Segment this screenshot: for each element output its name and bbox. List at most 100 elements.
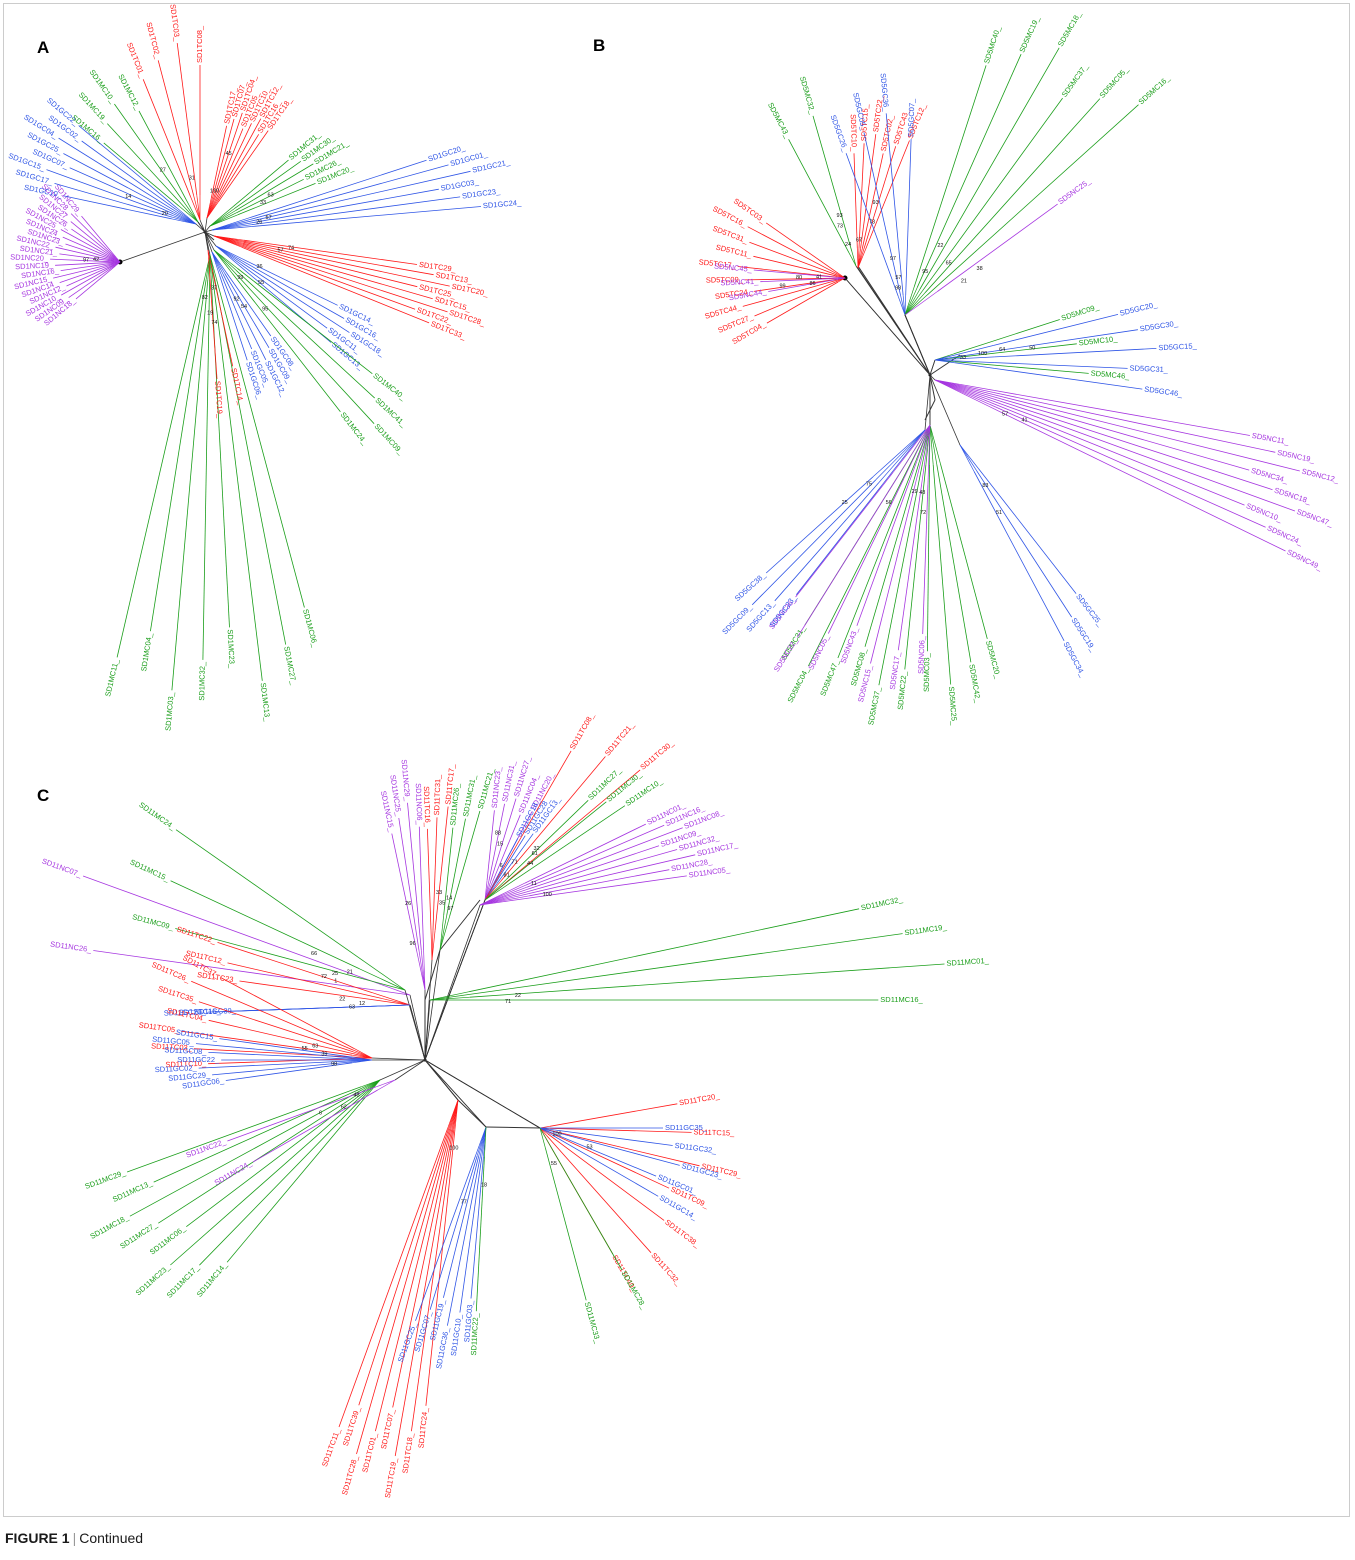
- panel-a-tip-label: SD1MC23_: [226, 629, 237, 669]
- panel-b-inner-branch: [934, 379, 993, 399]
- panel-c-tip-label: SD11MC18_: [89, 1212, 131, 1241]
- panel-c-tip-label: SD11MC13_: [111, 1178, 154, 1204]
- panel-c-trunk-branch: [439, 899, 481, 951]
- panel-c-tip-label: SD11NC26_: [50, 939, 93, 954]
- panel-b-inner-branch: [851, 251, 857, 267]
- panel-b-tip-branch: [795, 472, 894, 598]
- panel-c-bootstrap-value: 63: [349, 1004, 355, 1010]
- panel-b-tip-branch: [989, 404, 1266, 528]
- panel-c-bootstrap-value: 35: [439, 900, 445, 906]
- panel-a-inner-branch: [213, 249, 237, 271]
- panel-c-bootstrap-value: 22: [339, 997, 345, 1003]
- panel-b-bootstrap-value: 75: [866, 482, 872, 488]
- panel-c-tip-branch: [529, 869, 670, 897]
- panel-b-inner-branch: [934, 379, 990, 407]
- panel-c-tip-label: SD11GC03_: [462, 1299, 475, 1342]
- panel-c-clade-stem: [424, 904, 481, 1061]
- panel-a-bootstrap-value: 27: [160, 167, 166, 173]
- panel-b-tip-label: SD5MC19_: [1017, 14, 1041, 54]
- panel-c-tip-branch: [175, 928, 357, 978]
- panel-a-tip-branch: [242, 244, 448, 313]
- panel-a-tip-branch: [81, 215, 117, 258]
- panel-c-bootstrap-value: 96: [410, 941, 416, 947]
- panel-a-inner-branch: [207, 249, 214, 275]
- panel-c-tip-branch: [407, 802, 422, 951]
- panel-b-tip-label: SD5MC40_: [982, 24, 1003, 64]
- panel-b-tip-branch: [992, 396, 1250, 471]
- panel-a-tip-branch: [55, 261, 115, 266]
- panel-b-tip-branch: [975, 469, 1073, 618]
- panel-a-tip-branch: [251, 188, 439, 224]
- panel-c-clade-stem: [424, 1059, 459, 1101]
- panel-a-inner-branch: [211, 226, 252, 231]
- panel-b-inner-branch: [904, 292, 926, 316]
- panel-a-tip-branch: [216, 118, 262, 201]
- panel-c-tip-label: SD11TC38_: [663, 1218, 702, 1250]
- panel-c-tip-branch: [227, 962, 372, 997]
- panel-c-tip-branch: [227, 1086, 377, 1142]
- panel-a-tip-branch: [75, 265, 116, 300]
- panel-a-clade-stem: [195, 223, 206, 233]
- panel-b-tip-branch: [904, 464, 927, 670]
- panel-a-tip-label: SD1MC11_: [103, 657, 121, 697]
- panel-a-tip-branch: [215, 123, 252, 201]
- panel-c-tip-branch: [191, 980, 354, 1051]
- panel-c-tip-branch: [225, 1062, 353, 1081]
- panel-c-tip-label: SD11TC19_: [383, 1456, 399, 1498]
- panel-c-clade-stem: [424, 999, 431, 1061]
- panel-c-tip-branch: [529, 875, 687, 899]
- caption-figure-number: FIGURE 1: [5, 1530, 70, 1546]
- panel-a-tip-label: SD1GC24_: [483, 198, 523, 210]
- panel-a-tip-branch: [103, 142, 180, 207]
- panel-c-tip-branch: [434, 806, 449, 931]
- panel-a-tip-label: SD1TC14_: [229, 367, 246, 406]
- panel-b-tip-label: SD5NC22_: [772, 636, 800, 674]
- panel-a-inner-branch: [209, 210, 236, 227]
- panel-b-inner-branch: [959, 444, 975, 472]
- panel-c-tip-branch: [492, 814, 521, 882]
- panel-c-tip-label: SD11GC22_: [177, 1055, 220, 1064]
- panel-a-tip-label: SD1TC01_: [125, 41, 148, 80]
- panel-b-tip-branch: [860, 134, 877, 249]
- panel-b-tip-branch: [927, 104, 1139, 296]
- panel-b-tip-branch: [994, 329, 1138, 352]
- panel-b-tip-branch: [870, 483, 916, 664]
- panel-c-inner-branch: [359, 968, 406, 991]
- panel-b-tip-label: SD5MC16_: [1137, 73, 1172, 106]
- panel-c-clade-stem: [424, 1059, 541, 1129]
- panel-c-inner-branch: [479, 893, 529, 906]
- panel-a-tip-label: SD1MC24_: [338, 410, 369, 447]
- panel-a-inner-branch: [209, 206, 234, 227]
- panel-b-tip-branch: [990, 402, 1245, 506]
- panel-c-tip-branch: [486, 810, 495, 881]
- panel-c-tip-label: SD11TC21_: [603, 720, 637, 758]
- panel-b-bootstrap-value: 97: [890, 256, 896, 262]
- panel-b-tip-label: SD5MC18_: [1056, 9, 1084, 48]
- panel-b-tip-branch: [864, 463, 920, 647]
- panel-a-tip-branch: [114, 103, 184, 202]
- panel-a-bootstrap-value: 33: [260, 200, 266, 206]
- panel-c-tip-branch: [195, 1043, 353, 1059]
- panel-b-tip-branch: [742, 279, 838, 307]
- panel-a-tip-branch: [70, 221, 116, 259]
- panel-c-bootstrap-value: 32: [534, 846, 540, 852]
- panel-b-clade-stem: [924, 374, 931, 431]
- panel-b-inner-branch: [904, 291, 938, 316]
- panel-b-tip-branch: [897, 484, 922, 651]
- panel-c-tip-branch: [129, 1089, 363, 1217]
- panel-b-bootstrap-value: 25: [842, 500, 848, 506]
- panel-a-bootstrap-value: 92: [233, 296, 239, 302]
- panel-c-inner-branch: [376, 1079, 396, 1088]
- panel-a-clade-stem: [204, 231, 213, 253]
- panel-a-tip-branch: [202, 279, 210, 660]
- panel-a-inner-branch: [185, 199, 199, 223]
- panel-a-inner-branch: [176, 207, 197, 225]
- panel-b-inner-branch: [897, 296, 906, 316]
- panel-a-tip-branch: [157, 60, 195, 196]
- panel-a-clade-stem: [204, 231, 217, 247]
- panel-a-tip-branch: [213, 112, 243, 200]
- panel-a-inner-branch: [207, 249, 211, 275]
- panel-c-tip-label: SD11TC16_: [422, 786, 432, 828]
- panel-b-inner-branch: [934, 379, 995, 391]
- panel-b-tip-branch: [905, 139, 912, 296]
